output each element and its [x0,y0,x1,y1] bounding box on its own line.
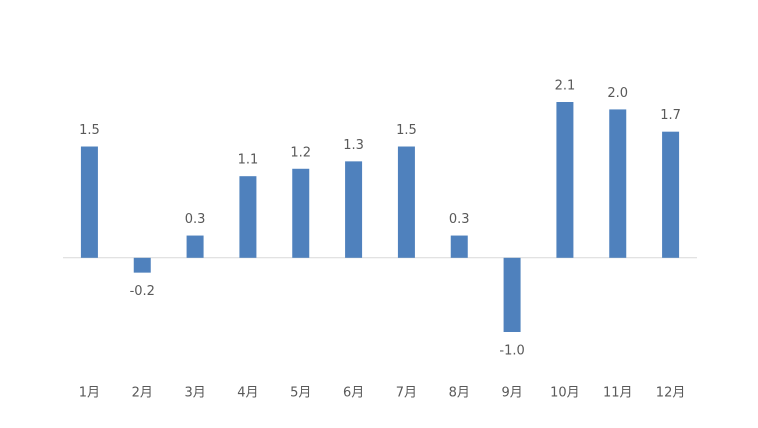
bar [450,235,468,258]
x-tick-label: 11月 [603,386,633,401]
data-label: 1.1 [238,153,259,168]
bar [133,257,151,273]
x-tick-label: 7月 [396,386,417,401]
data-label: 0.3 [449,212,470,227]
bar [662,131,680,258]
data-label: -1.0 [499,344,524,359]
data-label: 2.0 [607,86,628,101]
x-tick-label: 5月 [290,386,311,401]
data-label: 1.5 [396,123,417,138]
x-tick-label: 4月 [237,386,258,401]
x-tick-label: 1月 [79,386,100,401]
x-tick-label: 2月 [132,386,153,401]
data-label: 1.3 [343,138,364,153]
bar [186,235,204,258]
data-label: 1.5 [79,123,100,138]
x-tick-label: 8月 [449,386,470,401]
x-tick-label: 6月 [343,386,364,401]
x-tick-label: 10月 [550,386,580,401]
x-tick-label: 9月 [501,386,522,401]
bar [292,168,310,258]
data-label: 1.2 [290,145,311,160]
x-tick-label: 3月 [184,386,205,401]
bar [345,161,363,258]
data-label: 1.7 [660,108,681,123]
data-label: -0.2 [130,284,155,299]
bar [556,102,574,258]
bar [503,257,521,332]
data-label: 2.1 [555,79,576,94]
x-tick-label: 12月 [656,386,686,401]
bar [397,146,415,258]
data-label: 0.3 [185,212,206,227]
bar [80,146,98,258]
bar [609,109,627,258]
bar [239,176,257,258]
